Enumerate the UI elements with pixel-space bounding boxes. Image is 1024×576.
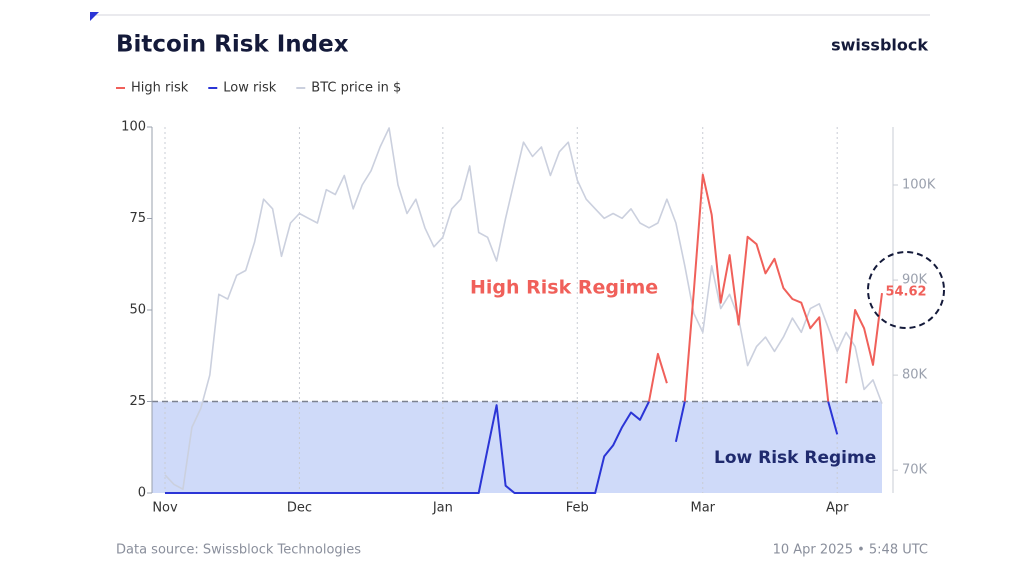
x-tick-label: Dec bbox=[287, 501, 312, 516]
legend-label: High risk bbox=[131, 81, 189, 96]
corner-mark bbox=[90, 12, 99, 21]
x-tick-label: Nov bbox=[152, 501, 178, 516]
y2-tick-label: 100K bbox=[902, 177, 936, 192]
legend: High risk Low risk BTC price in $ bbox=[116, 81, 401, 96]
legend-label: Low risk bbox=[223, 81, 276, 96]
callout-circle bbox=[867, 251, 945, 329]
annotation: High Risk Regime bbox=[470, 277, 658, 299]
brand: swissblock bbox=[831, 36, 928, 55]
series-line bbox=[164, 127, 883, 490]
source: Data source: Swissblock Technologies bbox=[116, 543, 361, 558]
legend-label: BTC price in $ bbox=[311, 81, 401, 96]
series-line bbox=[648, 173, 883, 402]
x-tick-label: Feb bbox=[566, 501, 589, 516]
x-tick-label: Mar bbox=[690, 501, 715, 516]
y-tick-label: 100 bbox=[121, 120, 146, 135]
y-tick-label: 75 bbox=[129, 211, 146, 226]
y2-tick-label: 90K bbox=[902, 273, 928, 288]
y-tick-label: 0 bbox=[138, 486, 146, 501]
x-tick-label: Apr bbox=[826, 501, 849, 516]
annotation: Low Risk Regime bbox=[714, 448, 876, 468]
timestamp: 10 Apr 2025 • 5:48 UTC bbox=[773, 543, 928, 558]
chart-title: Bitcoin Risk Index bbox=[116, 32, 349, 58]
y2-tick-label: 70K bbox=[902, 463, 928, 478]
low-risk-zone bbox=[152, 401, 882, 493]
y-tick-label: 25 bbox=[129, 394, 146, 409]
series-line bbox=[165, 401, 839, 494]
y-tick-label: 50 bbox=[129, 303, 146, 318]
y2-tick-label: 80K bbox=[902, 368, 928, 383]
last-value-label: 54.62 bbox=[885, 285, 926, 300]
x-tick-label: Jan bbox=[432, 501, 453, 516]
